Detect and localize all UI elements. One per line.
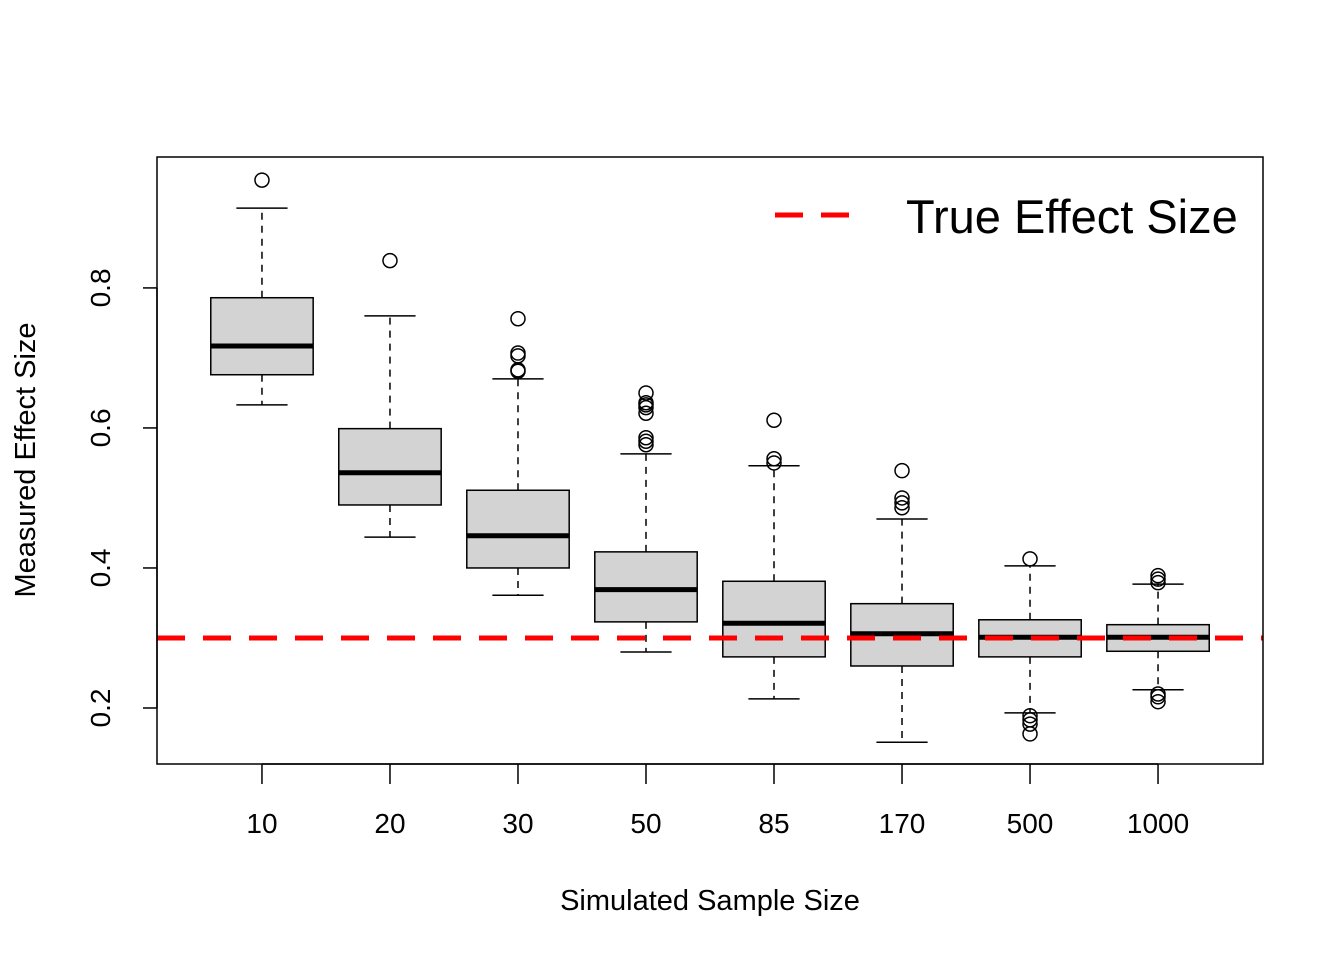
- outlier-point: [510, 310, 526, 327]
- box-iqr: [338, 427, 442, 506]
- outlier-point: [638, 433, 654, 449]
- legend-label: True Effect Size: [906, 190, 1238, 243]
- outlier-point: [1150, 574, 1166, 591]
- x-tick-label: 50: [630, 808, 661, 839]
- x-tick-label: 170: [879, 808, 926, 839]
- x-tick-label: 20: [374, 808, 405, 839]
- boxes-layer: [210, 172, 1210, 744]
- x-tick-label: 500: [1007, 808, 1054, 839]
- x-tick-label: 1000: [1127, 808, 1189, 839]
- box-20: [338, 252, 442, 538]
- outlier-point: [638, 399, 654, 416]
- y-axis: 0.2 0.4 0.6 0.8: [85, 268, 158, 728]
- x-axis: 10 20 30 50 85 170 500 1000: [246, 763, 1189, 839]
- box-iqr: [210, 296, 314, 376]
- outlier-point: [1022, 551, 1038, 567]
- box-iqr: [722, 580, 826, 658]
- box-85: [722, 412, 826, 700]
- outlier-point: [254, 172, 270, 188]
- x-tick-label: 85: [758, 808, 789, 839]
- outlier-point: [1150, 567, 1166, 584]
- outlier-point: [510, 363, 526, 379]
- outlier-point: [1150, 693, 1166, 710]
- outlier-point: [1022, 716, 1038, 732]
- box-170: [850, 462, 954, 744]
- outlier-point: [638, 405, 654, 421]
- outlier-point: [638, 429, 654, 446]
- outlier-point: [1150, 689, 1166, 705]
- outlier-point: [382, 252, 398, 269]
- outlier-point: [766, 412, 782, 428]
- outlier-point: [766, 455, 782, 471]
- outlier-point: [894, 495, 910, 511]
- box-30: [466, 310, 570, 597]
- outlier-point: [894, 462, 910, 479]
- legend: True Effect Size: [775, 190, 1238, 243]
- x-axis-title: Simulated Sample Size: [560, 885, 860, 917]
- box-iqr: [466, 489, 570, 569]
- outlier-point: [766, 450, 782, 467]
- y-tick-label: 0.8: [85, 268, 116, 307]
- x-tick-label: 10: [246, 808, 277, 839]
- box-50: [594, 385, 698, 653]
- outlier-point: [894, 500, 910, 516]
- outlier-point: [1150, 571, 1166, 587]
- outlier-point: [1022, 726, 1038, 742]
- plot-frame: [156, 156, 1264, 765]
- outlier-point: [638, 436, 654, 453]
- x-tick-label: 30: [502, 808, 533, 839]
- box-10: [210, 172, 314, 406]
- box-500: [978, 551, 1082, 742]
- box-iqr: [594, 551, 698, 623]
- outlier-point: [894, 490, 910, 506]
- y-axis-title: Measured Effect Size: [10, 322, 42, 597]
- y-tick-label: 0.4: [85, 548, 116, 587]
- y-tick-label: 0.6: [85, 408, 116, 447]
- outlier-point: [1022, 707, 1038, 724]
- y-tick-label: 0.2: [85, 689, 116, 728]
